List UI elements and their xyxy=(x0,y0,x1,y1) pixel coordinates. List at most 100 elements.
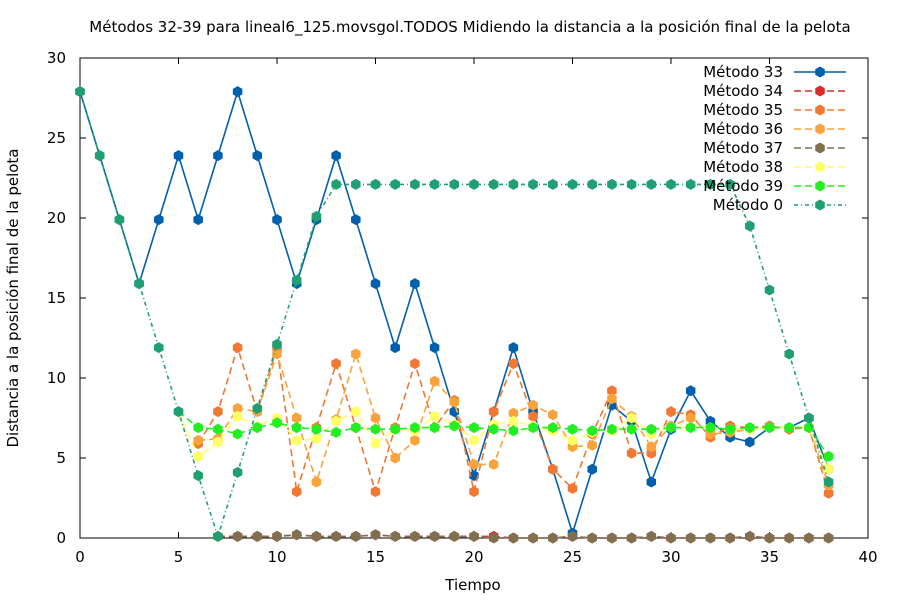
data-point xyxy=(311,476,322,488)
data-point xyxy=(488,406,499,418)
data-point xyxy=(94,150,105,162)
data-point xyxy=(213,423,223,435)
x-tick-label: 30 xyxy=(661,548,680,566)
data-point xyxy=(764,532,775,544)
data-point xyxy=(469,530,479,542)
data-point xyxy=(351,406,361,418)
series-m-todo-38 xyxy=(173,406,834,475)
data-point xyxy=(429,410,440,422)
x-tick-label: 10 xyxy=(267,548,286,566)
x-tick-label: 35 xyxy=(760,548,779,566)
legend-entry: Método 35 xyxy=(703,101,846,119)
data-point xyxy=(508,532,519,544)
data-point xyxy=(469,486,479,498)
y-axis: 0 5 10 15 20 25 30 xyxy=(47,49,868,547)
data-point xyxy=(449,178,460,190)
data-point xyxy=(272,338,282,350)
data-point xyxy=(291,434,302,446)
data-point xyxy=(488,458,499,470)
y-tick-label: 25 xyxy=(47,129,66,147)
data-point xyxy=(154,342,164,354)
data-point xyxy=(291,412,302,424)
data-point xyxy=(567,178,578,190)
data-point xyxy=(351,422,361,434)
data-point xyxy=(823,532,834,544)
legend-label: Método 39 xyxy=(703,177,783,195)
data-point xyxy=(390,530,400,542)
data-point xyxy=(429,342,440,354)
data-point xyxy=(449,420,460,432)
data-point xyxy=(351,530,361,542)
y-tick-label: 15 xyxy=(47,289,66,307)
legend-marker xyxy=(815,161,825,173)
data-point xyxy=(213,150,223,162)
legend-marker xyxy=(815,85,825,97)
legend-entry: Método 0 xyxy=(713,196,846,214)
data-point xyxy=(449,530,460,542)
data-point xyxy=(567,482,578,494)
data-point xyxy=(390,342,400,354)
data-point xyxy=(508,178,519,190)
x-tick-label: 0 xyxy=(75,548,85,566)
data-point xyxy=(626,412,637,424)
data-point xyxy=(232,428,243,440)
data-point xyxy=(646,441,657,453)
data-point xyxy=(508,415,519,427)
data-point xyxy=(173,150,184,162)
data-point xyxy=(311,433,322,445)
data-point xyxy=(469,178,479,190)
data-point xyxy=(213,530,223,542)
data-point xyxy=(232,402,243,414)
data-point xyxy=(351,348,361,360)
data-point xyxy=(626,178,637,190)
legend-label: Método 34 xyxy=(703,82,783,100)
data-point xyxy=(232,466,243,478)
data-point xyxy=(291,529,302,541)
y-tick-label: 30 xyxy=(47,49,66,67)
data-point xyxy=(469,434,479,446)
data-point xyxy=(745,436,755,448)
data-point xyxy=(75,86,85,98)
chart-title: Métodos 32-39 para lineal6_125.movsgol.T… xyxy=(89,18,850,37)
data-point xyxy=(370,423,381,435)
data-point xyxy=(272,214,282,226)
data-point xyxy=(232,342,243,354)
data-point xyxy=(232,86,243,98)
data-point xyxy=(469,470,479,482)
series-layer xyxy=(75,86,834,544)
data-point xyxy=(193,434,203,446)
data-point xyxy=(508,342,519,354)
data-point xyxy=(272,530,282,542)
data-point xyxy=(607,178,617,190)
data-point xyxy=(685,422,696,434)
data-point xyxy=(607,423,617,435)
data-point xyxy=(607,393,617,405)
legend-label: Método 0 xyxy=(713,196,783,214)
data-point xyxy=(291,274,302,286)
series-line xyxy=(177,410,830,457)
data-point xyxy=(626,447,637,459)
data-point xyxy=(587,425,597,437)
data-point xyxy=(154,214,164,226)
x-tick-label: 25 xyxy=(563,548,582,566)
data-point xyxy=(469,422,479,434)
data-point xyxy=(745,220,755,232)
data-point xyxy=(134,278,144,290)
data-point xyxy=(351,178,361,190)
series-m-todo-37 xyxy=(213,529,834,544)
data-point xyxy=(252,402,263,414)
data-point xyxy=(272,348,282,360)
data-point xyxy=(685,412,696,424)
data-point xyxy=(193,470,203,482)
data-point xyxy=(548,532,558,544)
data-point xyxy=(331,150,341,162)
data-point xyxy=(449,396,460,408)
data-point xyxy=(784,422,794,434)
data-point xyxy=(311,530,322,542)
data-point xyxy=(528,422,538,434)
data-point xyxy=(567,423,578,435)
data-point xyxy=(587,463,597,475)
data-point xyxy=(252,150,263,162)
